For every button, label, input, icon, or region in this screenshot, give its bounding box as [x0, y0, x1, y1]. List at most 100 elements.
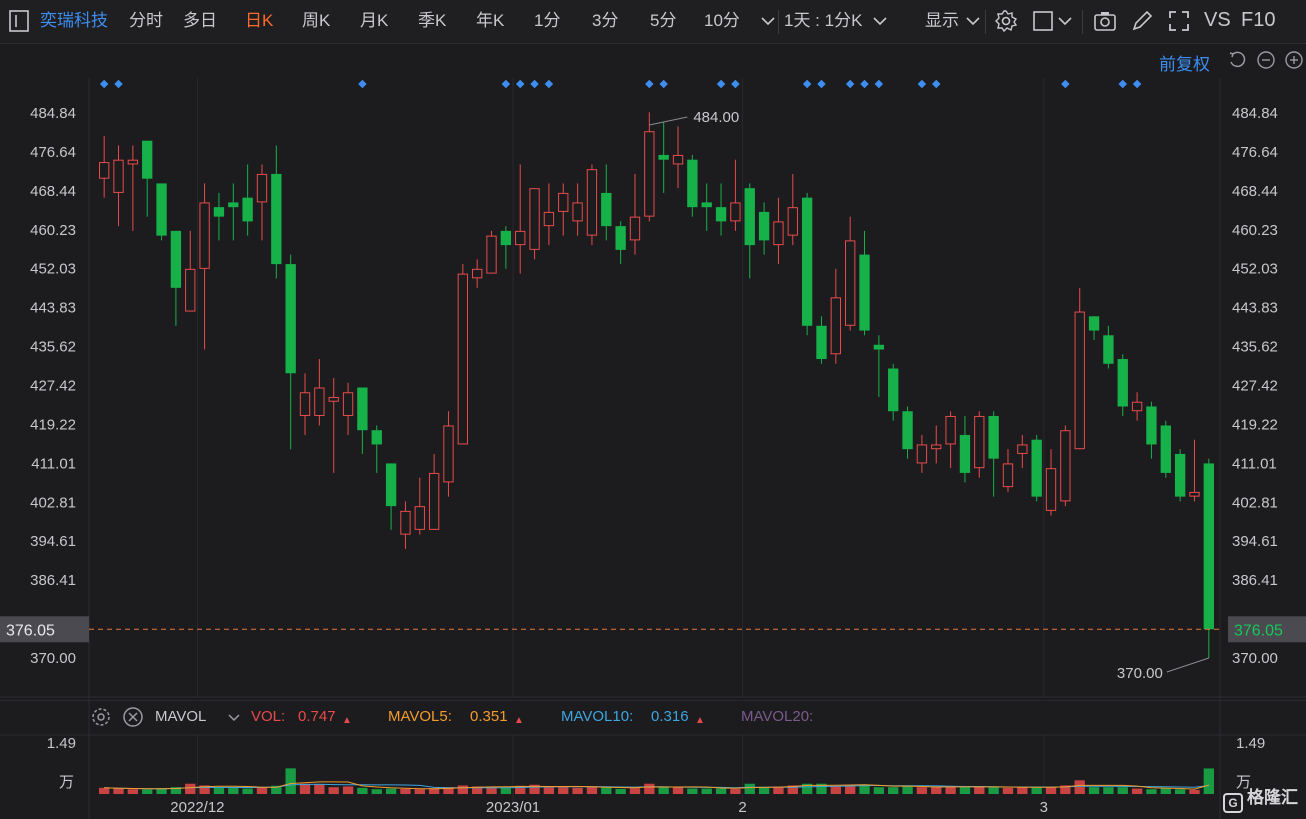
- volume-bar: [701, 788, 712, 794]
- tab-daily-k[interactable]: 日K: [245, 11, 274, 30]
- volume-bar: [543, 787, 555, 794]
- volume-bar: [902, 786, 913, 794]
- candle-body-up: [644, 131, 655, 217]
- candle-body-down: [859, 254, 870, 331]
- indicator-chevron-icon[interactable]: [222, 705, 246, 729]
- indicator-name[interactable]: MAVOL: [155, 708, 207, 725]
- candle-body-down: [213, 207, 225, 217]
- tab-monthly-k[interactable]: 月K: [360, 11, 389, 30]
- display-menu[interactable]: 显示: [925, 11, 959, 30]
- color-square-icon[interactable]: [1032, 9, 1056, 33]
- tab-weekly-k[interactable]: 周K: [302, 11, 331, 30]
- candle-body-up: [931, 444, 942, 450]
- event-marker-icon: [99, 79, 109, 89]
- period-chevron-icon[interactable]: [868, 9, 892, 33]
- volume-bar: [629, 788, 641, 794]
- price-tick-right: 435.62: [1232, 339, 1278, 356]
- candle-body-up: [443, 425, 454, 483]
- candle-body-down: [715, 207, 727, 222]
- x-axis-label: 2022/12: [170, 799, 224, 816]
- candle-body-up: [672, 154, 684, 165]
- volume-bar: [285, 768, 296, 794]
- tab-5min[interactable]: 5分: [650, 11, 677, 30]
- volume-bar: [242, 788, 253, 794]
- tab-quarterly-k[interactable]: 季K: [418, 11, 447, 30]
- candle-body-down: [170, 230, 182, 288]
- f10-button[interactable]: F10: [1241, 9, 1276, 31]
- volume-bar: [185, 783, 196, 794]
- volume-bar: [1045, 787, 1057, 794]
- volume-bar: [715, 788, 727, 794]
- tab-10min[interactable]: 10分: [704, 11, 740, 30]
- kline-chart[interactable]: 2022/12 2023/01 2 3 484.84 484.84 476.64 476.64…: [0, 78, 1306, 819]
- color-chevron-icon[interactable]: [1053, 9, 1077, 33]
- candle-body-up: [730, 202, 741, 222]
- volume-bar: [385, 788, 397, 794]
- panel-toggle-icon[interactable]: [8, 9, 32, 33]
- tab-1min[interactable]: 1分: [534, 11, 561, 30]
- vs-compare-button[interactable]: VS: [1204, 9, 1231, 31]
- vol-value: 0.747: [298, 708, 336, 725]
- volume-unit-left: 万: [59, 773, 74, 791]
- fullscreen-icon[interactable]: [1167, 9, 1191, 33]
- volume-bar: [213, 787, 225, 794]
- vol-label: VOL:: [251, 708, 286, 725]
- volume-bar: [787, 785, 798, 794]
- vol-up-arrow-icon: ▲: [342, 715, 352, 726]
- current-price-badge-right: [1228, 616, 1306, 643]
- indicator-settings-icon[interactable]: [89, 705, 113, 729]
- event-marker-icon: [1132, 79, 1142, 89]
- reset-icon[interactable]: [1227, 50, 1247, 70]
- candle-body-down: [500, 230, 512, 246]
- zoom-out-icon[interactable]: [1256, 50, 1276, 70]
- candle-body-up: [1074, 311, 1085, 450]
- tab-3min[interactable]: 3分: [592, 11, 619, 30]
- toolbar-divider: [1082, 10, 1083, 34]
- tab-intraday[interactable]: 分时: [129, 11, 163, 30]
- price-adjust-select[interactable]: 前复权: [1159, 55, 1210, 74]
- volume-bar: [342, 786, 354, 794]
- x-axis-label: 2023/01: [486, 799, 540, 816]
- candle-body-up: [773, 221, 784, 246]
- price-tick-right: 394.61: [1232, 533, 1278, 550]
- candle-body-down: [801, 197, 813, 326]
- indicator-close-icon[interactable]: [121, 705, 145, 729]
- event-marker-icon: [845, 79, 855, 89]
- volume-bar: [1146, 789, 1157, 794]
- candle-body-up: [830, 297, 841, 355]
- candle-body-down: [156, 183, 167, 236]
- candle-body-up: [1131, 401, 1143, 412]
- stock-name[interactable]: 奕瑞科技: [40, 11, 108, 30]
- pencil-draw-icon[interactable]: [1130, 9, 1154, 33]
- volume-bar: [328, 787, 339, 794]
- mavol20-label: MAVOL20:: [741, 708, 814, 725]
- tab-yearly-k[interactable]: 年K: [476, 11, 505, 30]
- candle-body-up: [428, 472, 440, 530]
- chevron-down-icon[interactable]: [756, 9, 780, 33]
- event-marker-icon: [874, 79, 884, 89]
- price-tick-left: 419.22: [30, 416, 76, 433]
- volume-unit-right: 万: [1236, 773, 1251, 791]
- watermark-text: 格隆汇: [1247, 788, 1298, 807]
- volume-bar: [1117, 787, 1128, 794]
- camera-icon[interactable]: [1093, 9, 1117, 33]
- volume-max-left: 1.49: [47, 735, 76, 752]
- display-chevron-icon[interactable]: [961, 9, 985, 33]
- current-price-left: 376.05: [6, 622, 55, 639]
- settings-gear-icon[interactable]: [994, 9, 1018, 33]
- volume-bar: [601, 787, 612, 794]
- zoom-in-icon[interactable]: [1284, 50, 1304, 70]
- price-tick-left: 435.62: [30, 339, 76, 356]
- volume-bar: [801, 783, 813, 794]
- volume-bar: [99, 787, 110, 794]
- period-select[interactable]: 1天 : 1分K: [784, 11, 863, 30]
- candle-body-down: [1160, 425, 1171, 473]
- tab-multiday[interactable]: 多日: [183, 11, 217, 30]
- candle-body-down: [242, 197, 253, 222]
- volume-bar: [687, 788, 698, 794]
- candle-body-down: [687, 159, 698, 208]
- volume-bar: [586, 786, 598, 794]
- price-tick-right: 484.84: [1232, 105, 1278, 122]
- candle-body-up: [342, 392, 354, 416]
- volume-bar: [515, 785, 526, 794]
